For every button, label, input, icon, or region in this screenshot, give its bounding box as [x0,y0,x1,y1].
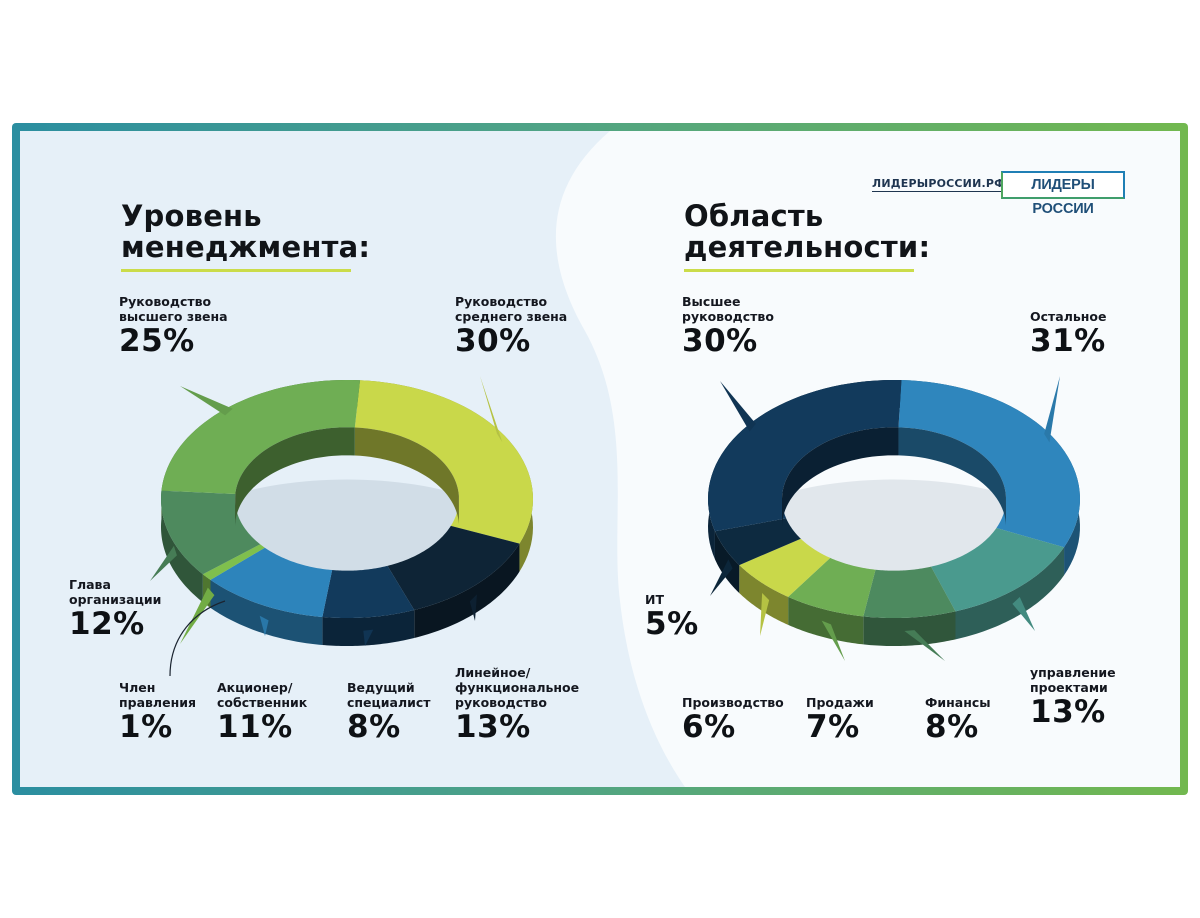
label-percent: 7% [806,709,860,745]
label-top-leadership: Высшее руководство 30% [682,294,774,358]
label-percent: 5% [645,606,699,642]
pointer-продажи [821,620,845,661]
label-percent: 30% [682,323,758,359]
slice-ит [714,518,801,566]
pointer-производство [760,592,770,636]
label-middle-management: Руководство среднего звена 30% [455,294,567,358]
title-line-1: Область [684,199,824,233]
pointer-линейное-функциональное-руководство [469,594,477,621]
title-line-1: Уровень [121,199,262,233]
label-percent: 8% [347,709,401,745]
label-percent: 25% [119,323,195,359]
label-head-of-organization: Глава организации 12% [69,577,161,641]
left-background-shape [20,131,685,787]
slice-inner-wall [354,427,459,525]
label-percent: 8% [925,709,979,745]
label-caption: ИТ [645,592,664,607]
label-percent: 1% [119,709,173,745]
leader-line-board-member [169,600,226,677]
pointer-ведущий-специалист [363,629,374,646]
title-underline [121,269,351,272]
slice-side-финансы [863,611,956,647]
slice-side-линейное-функциональное-руководство [414,543,520,638]
chart-title-activity: Область деятельности: [684,201,930,263]
title-line-2: менеджмента: [121,230,371,264]
slice-inner-wall [235,427,355,522]
infographic-frame: Уровень менеджмента: Область деятельност… [12,123,1188,795]
slice-ведущий-специалист [322,565,415,619]
leaders-of-russia-logo: ЛИДЕРЫ РОССИИ [1001,171,1125,217]
label-caption: Высшее руководство [682,294,774,324]
slice-inner-wall [782,427,899,527]
label-board-member: Член правления 1% [119,680,196,744]
label-percent: 13% [455,709,531,745]
label-top-management: Руководство высшего звена 25% [119,294,228,358]
pointer-акционер-собственник [259,615,269,636]
label-percent: 11% [217,709,293,745]
label-it: ИТ 5% [645,592,699,641]
label-percent: 31% [1030,323,1106,359]
slice-side-управление-проектами [955,547,1065,640]
label-percent: 12% [69,606,145,642]
pointer-управление-проектами [1012,597,1035,631]
label-caption: Ведущий специалист [347,680,431,710]
pointer-финансы [904,630,945,661]
chart-title-management: Уровень менеджмента: [121,201,370,263]
label-percent: 13% [1030,694,1106,730]
slice-inner-wall [898,427,1006,526]
slice-руководство-среднего-звена [354,380,533,544]
label-caption: Линейное/ функциональное руководство [455,665,580,710]
label-caption: Финансы [925,695,991,710]
pointer-руководство-среднего-звена [480,376,503,443]
slice-side-акционер-собственник [210,579,323,645]
slice-член-правления [202,544,265,580]
donut-chart-management [150,376,533,677]
label-caption: Производство [682,695,784,710]
slice-side-глава-организации [161,490,203,603]
infographic-panel: Уровень менеджмента: Область деятельност… [20,131,1180,787]
label-shareholder: Акционер/ собственник 11% [217,680,307,744]
label-finance: Финансы 8% [925,695,991,744]
slice-акционер-собственник [210,547,333,617]
label-line-management: Линейное/ функциональное руководство 13% [455,665,579,744]
label-production: Производство 6% [682,695,784,744]
label-caption: Руководство среднего звена [455,294,568,324]
slice-управление-проектами [931,528,1065,612]
label-caption: Руководство высшего звена [119,294,228,324]
slice-продажи [788,557,876,617]
label-caption: управление проектами [1030,665,1116,695]
pointer-ит [710,559,733,596]
slice-остальное [898,380,1080,548]
pointer-глава-организации [150,545,177,581]
pointer-руководство-высшего-звена [180,386,233,416]
slice-высшее-руководство [708,379,902,532]
donut-chart-activity [708,376,1080,661]
slice-производство [739,538,831,597]
label-project-management: управление проектами 13% [1030,665,1116,729]
slice-side-продажи [788,596,864,645]
slice-side-ведущий-специалист [322,609,415,647]
label-caption: Член правления [119,680,196,710]
slice-финансы [863,566,956,619]
pointer-остальное [1044,376,1060,443]
label-caption: Акционер/ собственник [217,680,308,710]
label-caption: Продажи [806,695,874,710]
label-caption: Глава организации [69,577,162,607]
site-url-link[interactable]: ЛИДЕРЫРОССИИ.РФ [872,177,1006,192]
label-percent: 30% [455,323,531,359]
label-other: Остальное 31% [1030,309,1106,358]
slice-линейное-функциональное-руководство [387,525,520,610]
slice-руководство-высшего-звена [161,379,361,494]
label-lead-specialist: Ведущий специалист 8% [347,680,431,744]
pointer-высшее-руководство [720,381,756,432]
label-caption: Остальное [1030,309,1107,324]
label-percent: 6% [682,709,736,745]
label-sales: Продажи 7% [806,695,874,744]
title-underline [684,269,914,272]
title-line-2: деятельности: [684,230,931,264]
